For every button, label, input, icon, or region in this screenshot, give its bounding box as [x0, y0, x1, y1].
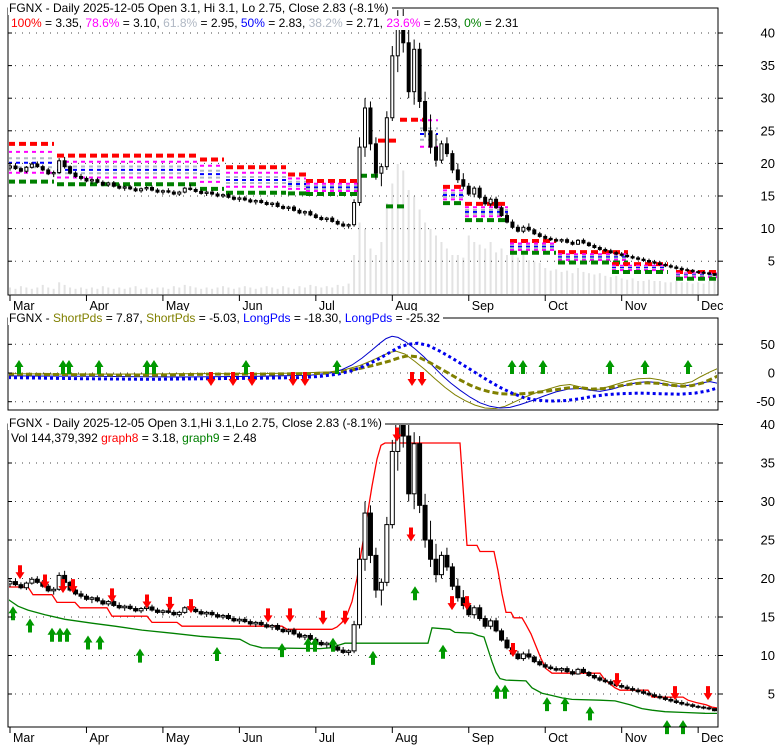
svg-text:Mar: Mar: [13, 299, 35, 313]
lower-price-panel: 40 35 30 25 20 15 10 5 Mar Apr May Jun Jul Aug Sep Oct N…: [7, 417, 775, 745]
svg-text:50: 50: [761, 337, 775, 352]
svg-text:Nov: Nov: [625, 299, 648, 313]
svg-text:Mar: Mar: [13, 731, 35, 745]
svg-text:Dec: Dec: [701, 731, 723, 745]
svg-text:Oct: Oct: [548, 299, 568, 313]
svg-text:10: 10: [761, 648, 775, 663]
svg-text:5: 5: [768, 254, 775, 269]
svg-text:Aug: Aug: [395, 731, 417, 745]
svg-text:Jun: Jun: [242, 731, 262, 745]
svg-text:10: 10: [761, 221, 775, 236]
svg-text:35: 35: [761, 456, 775, 471]
svg-text:15: 15: [761, 189, 775, 204]
svg-text:30: 30: [761, 494, 775, 509]
lower-panel-title: FGNX - Daily 2025-12-05 Open 3.1,Hi 3.1,…: [8, 416, 385, 430]
svg-text:20: 20: [761, 571, 775, 586]
svg-text:15: 15: [761, 610, 775, 625]
svg-text:40: 40: [761, 26, 775, 41]
svg-text:Jun: Jun: [242, 299, 262, 313]
fib-levels-readout: 100% = 3.35, 78.6% = 3.10, 61.8% = 2.95,…: [10, 16, 522, 30]
svg-text:Sep: Sep: [472, 299, 494, 313]
svg-text:40: 40: [761, 417, 775, 432]
volume-readout: Vol 144,379,392 graph8 = 3.18, graph9 = …: [10, 431, 260, 445]
svg-text:0: 0: [768, 366, 775, 381]
indicator-panel-title: FGNX - ShortPds = 7.87, ShortPds = -5.03…: [8, 311, 443, 325]
svg-text:Sep: Sep: [472, 731, 494, 745]
svg-text:Apr: Apr: [89, 299, 108, 313]
svg-text:Jul: Jul: [319, 299, 335, 313]
price-panel: 40 35 30 25 20 15 10 5 Mar Apr May Jun Jul Aug Sep Oct N…: [7, 7, 775, 313]
svg-text:25: 25: [761, 533, 775, 548]
svg-text:20: 20: [761, 156, 775, 171]
svg-text:35: 35: [761, 58, 775, 73]
price-panel-title: FGNX - Daily 2025-12-05 Open 3.1, Hi 3.1…: [8, 1, 392, 15]
svg-text:May: May: [166, 731, 190, 745]
svg-text:30: 30: [761, 91, 775, 106]
svg-text:Apr: Apr: [89, 731, 108, 745]
svg-text:May: May: [166, 299, 190, 313]
svg-text:5: 5: [768, 687, 775, 702]
svg-text:Oct: Oct: [548, 731, 568, 745]
svg-text:Nov: Nov: [625, 731, 648, 745]
svg-text:Aug: Aug: [395, 299, 417, 313]
svg-text:25: 25: [761, 123, 775, 138]
svg-text:-50: -50: [756, 394, 775, 409]
indicator-panel: 50 0 -50: [7, 317, 775, 411]
svg-text:Dec: Dec: [701, 299, 723, 313]
svg-text:Jul: Jul: [319, 731, 335, 745]
